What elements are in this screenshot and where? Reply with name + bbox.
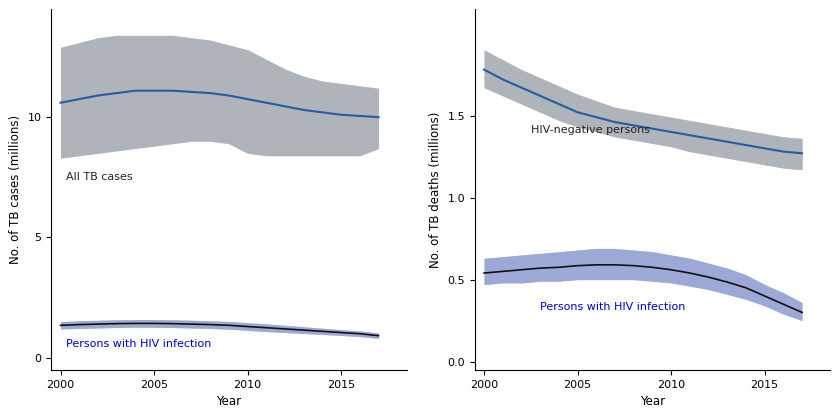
Y-axis label: No. of TB deaths (millions): No. of TB deaths (millions) xyxy=(429,111,442,268)
X-axis label: Year: Year xyxy=(640,395,665,408)
X-axis label: Year: Year xyxy=(216,395,242,408)
Y-axis label: No. of TB cases (millions): No. of TB cases (millions) xyxy=(9,115,22,264)
Text: Persons with HIV infection: Persons with HIV infection xyxy=(540,302,685,312)
Text: All TB cases: All TB cases xyxy=(66,172,133,182)
Text: HIV-negative persons: HIV-negative persons xyxy=(531,125,650,135)
Text: Persons with HIV infection: Persons with HIV infection xyxy=(66,339,211,349)
